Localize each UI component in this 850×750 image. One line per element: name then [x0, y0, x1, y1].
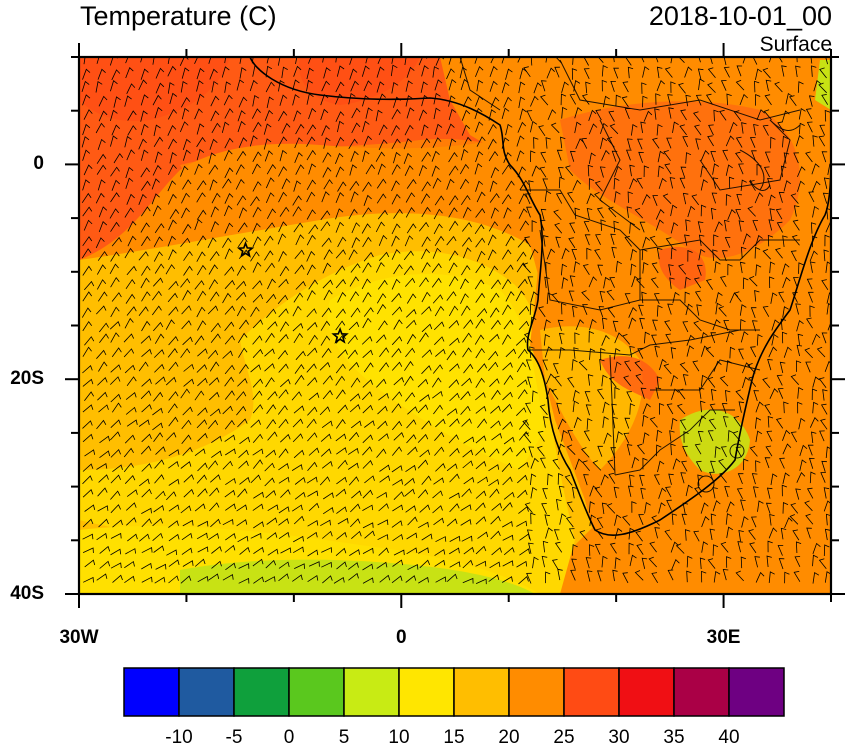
colorbar-swatch — [398, 667, 455, 717]
colorbar-swatch — [508, 667, 565, 717]
station-star — [236, 241, 255, 258]
colorbar-swatch — [343, 667, 400, 717]
level-label: Surface — [759, 33, 832, 56]
axis-ticks — [65, 43, 845, 608]
coastline — [249, 57, 831, 536]
colorbar-swatch — [123, 667, 180, 717]
colorbar-swatch — [563, 667, 620, 717]
colorbar-swatch — [453, 667, 510, 717]
colorbar-swatch — [233, 667, 290, 717]
colorbar-label: 0 — [283, 727, 295, 748]
y-tick-label: 20S — [10, 368, 44, 390]
x-tick-label: 30W — [59, 627, 99, 648]
colorbar-label: 35 — [663, 727, 685, 748]
colorbar-label: 15 — [443, 727, 465, 748]
colorbar-label: 10 — [388, 727, 410, 748]
colorbar-label: 20 — [498, 727, 520, 748]
x-tick-label: 0 — [395, 627, 407, 648]
wind-barbs — [81, 57, 831, 585]
colorbar — [123, 667, 785, 717]
station-star — [331, 326, 349, 344]
colorbar-swatch — [178, 667, 235, 717]
valid-time: 2018-10-01_00 — [648, 1, 832, 31]
colorbar-label: -10 — [165, 727, 193, 748]
y-tick-label: 0 — [33, 153, 44, 175]
colorbar-swatch — [673, 667, 730, 717]
colorbar-label: -5 — [225, 727, 243, 748]
colorbar-swatch — [728, 667, 785, 717]
map-title: Temperature (C) — [80, 1, 277, 31]
x-tick-label: 30E — [706, 627, 741, 648]
temperature-field — [79, 57, 831, 594]
colorbar-label: 30 — [608, 727, 630, 748]
colorbar-swatch — [288, 667, 345, 717]
y-tick-label: 40S — [10, 583, 44, 604]
colorbar-label: 40 — [718, 727, 740, 748]
colorbar-swatch — [618, 667, 675, 717]
colorbar-label: 5 — [338, 727, 350, 748]
country-borders — [459, 57, 801, 493]
colorbar-label: 25 — [553, 727, 575, 748]
